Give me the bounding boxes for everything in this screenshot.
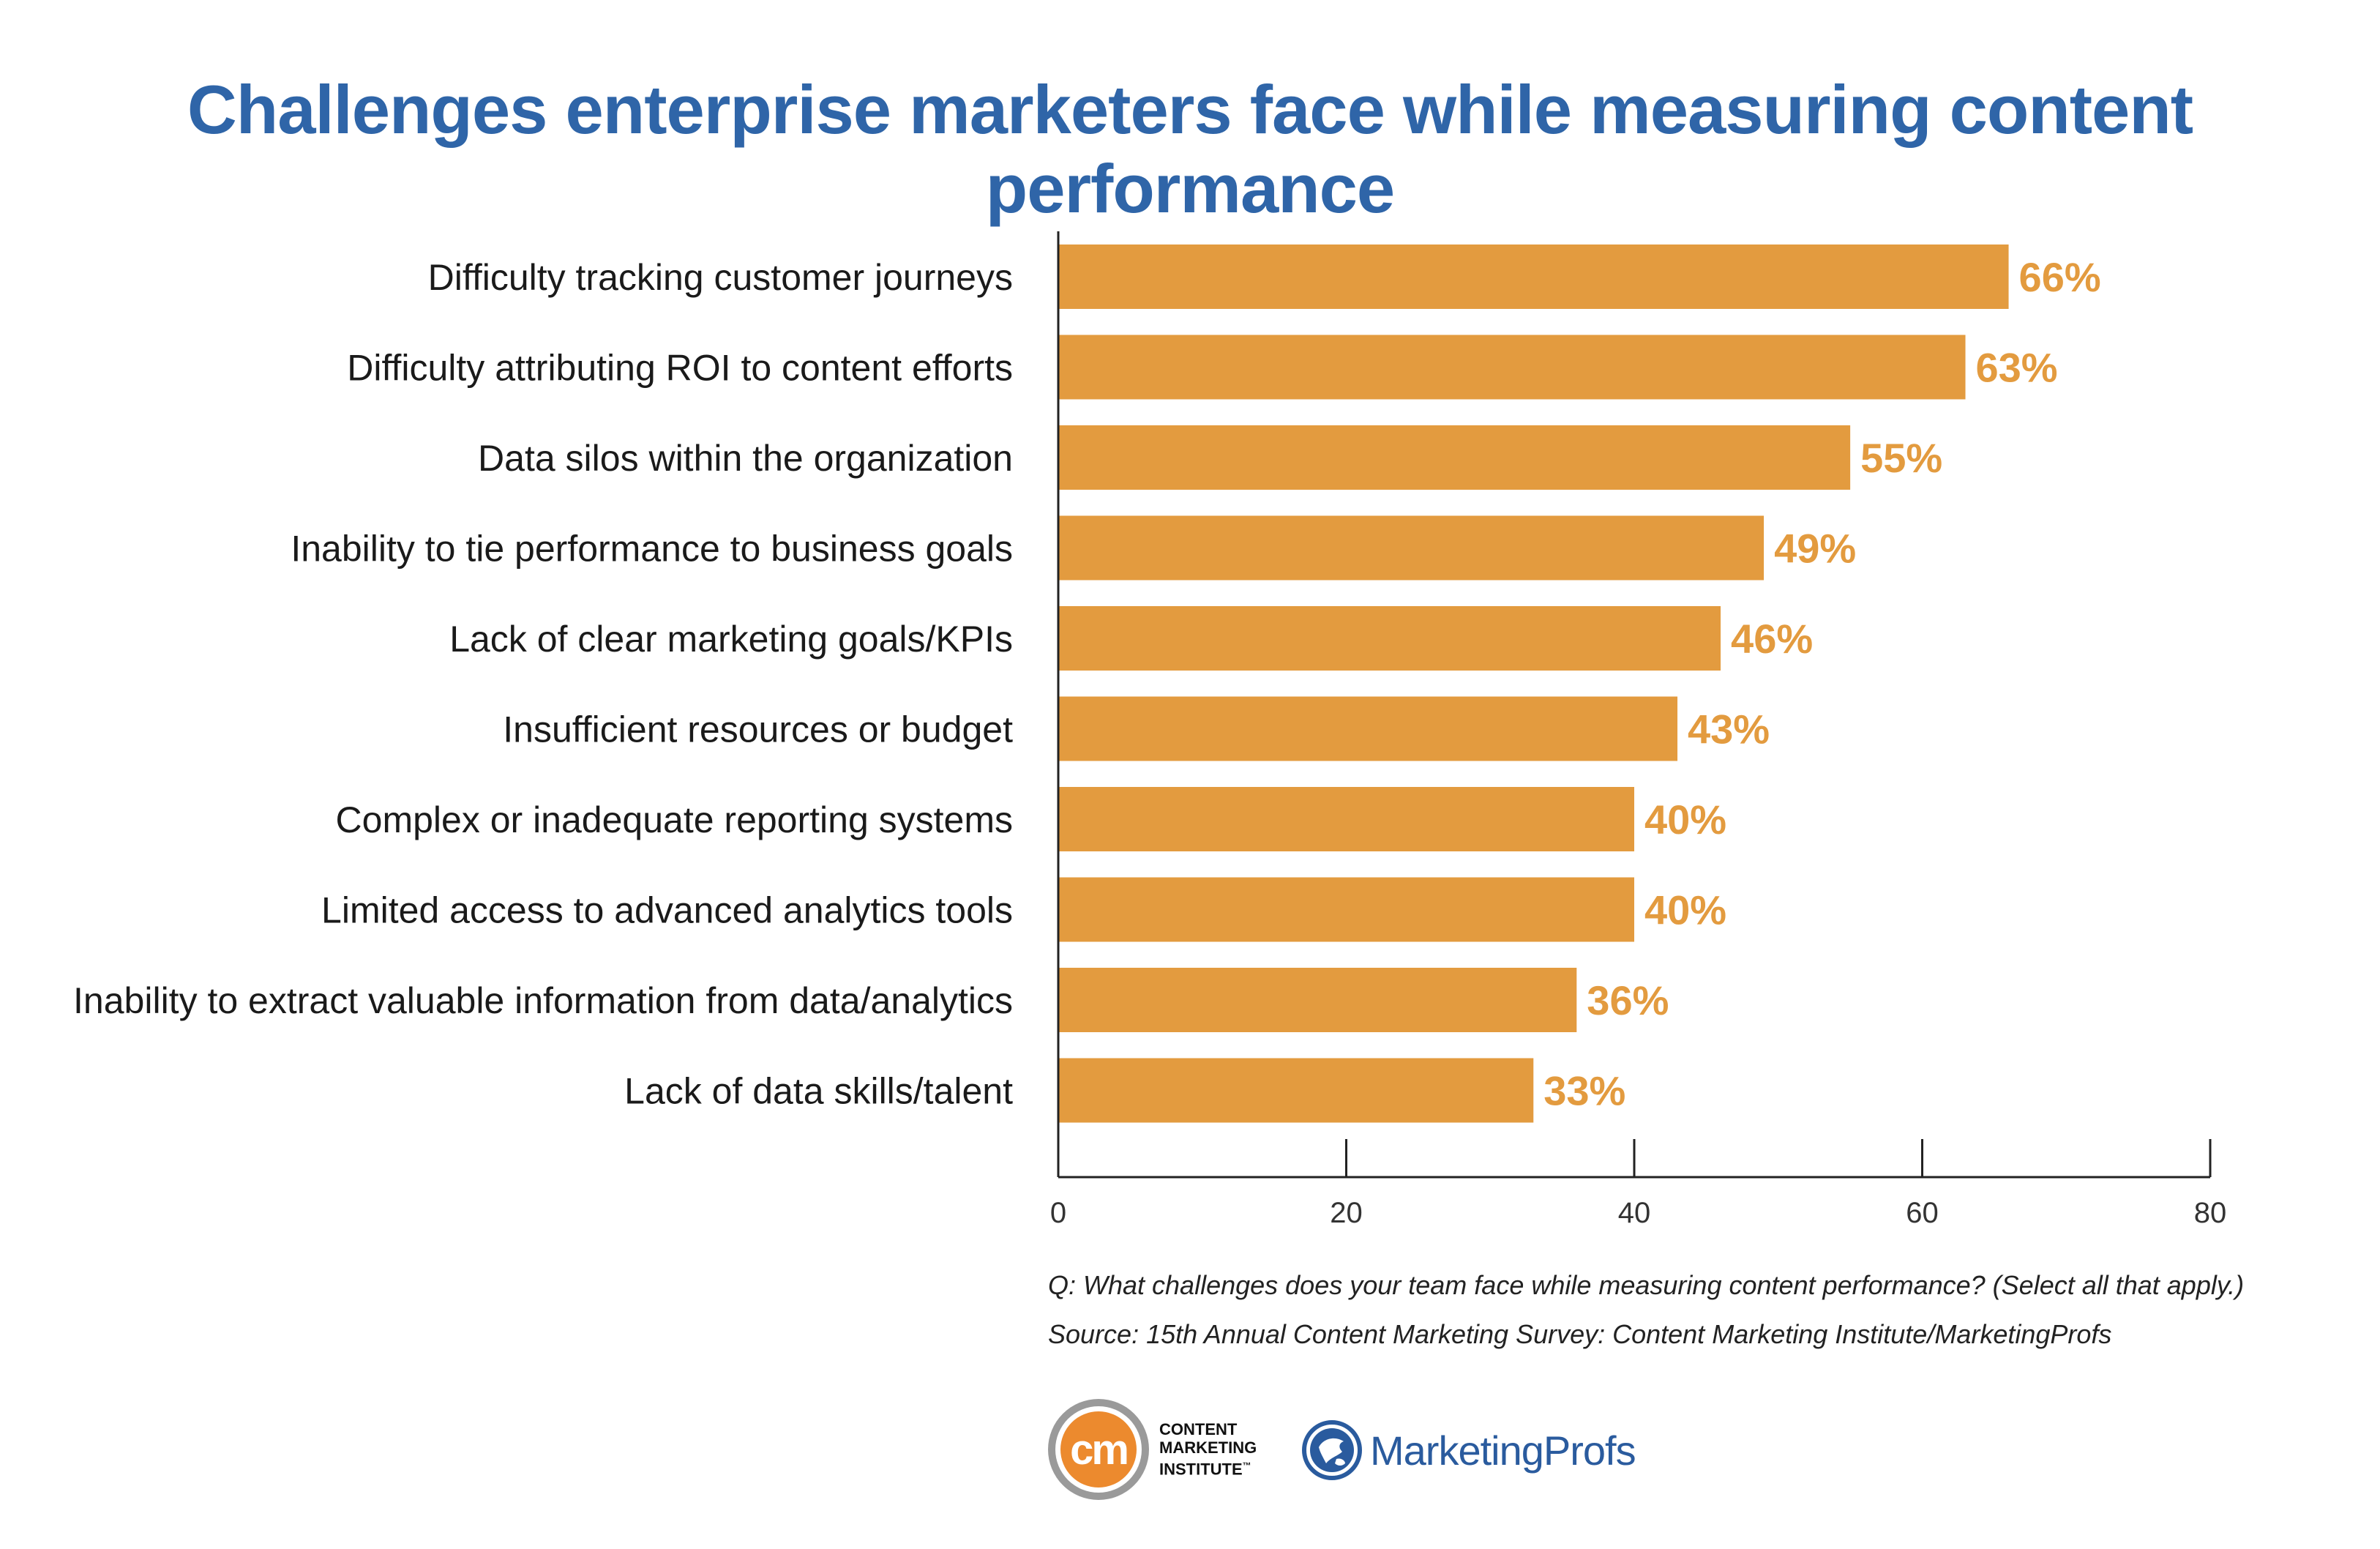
value-label-3: 55% <box>1860 435 1942 481</box>
bar-5 <box>1058 606 1721 671</box>
cmi-line-3: INSTITUTE <box>1159 1460 1243 1479</box>
trademark-mark: ™ <box>1242 1460 1251 1471</box>
globe-icon <box>1301 1419 1363 1481</box>
value-label-1: 66% <box>2019 254 2101 300</box>
category-label-10: Lack of data skills/talent <box>624 1071 1013 1112</box>
value-label-8: 40% <box>1644 887 1726 933</box>
value-labels: 66% 63% 55%49% 46% 43% 40% 40% 36% 33% <box>1543 254 2100 1114</box>
bar-8 <box>1058 877 1634 942</box>
category-label-9: Inability to extract valuable informatio… <box>73 980 1013 1021</box>
x-tick-label-40: 40 <box>1618 1197 1651 1229</box>
category-label-8: Limited access to advanced analytics too… <box>321 890 1013 931</box>
x-tick-label-80: 80 <box>2194 1197 2227 1229</box>
source-note: Source: 15th Annual Content Marketing Su… <box>1048 1319 2112 1349</box>
bar-4 <box>1058 515 1765 581</box>
chart-title: Challenges enterprise marketers face whi… <box>187 71 2193 227</box>
value-label-2: 63% <box>1976 345 2058 391</box>
axes: 0 20 40 60 80 <box>1050 231 2226 1229</box>
cmi-line-1: CONTENT <box>1159 1420 1238 1439</box>
value-label-6: 43% <box>1688 706 1770 753</box>
bar-7 <box>1058 787 1634 851</box>
marketingprofs-wordmark: MarketingProfs <box>1370 1427 1636 1474</box>
survey-question-note: Q: What challenges does your team face w… <box>1048 1270 2245 1300</box>
value-label-5: 46% <box>1731 616 1813 662</box>
category-labels: Difficulty tracking customer journeys Dif… <box>73 257 1013 1112</box>
bar-1 <box>1058 245 2009 309</box>
cmi-wordmark: CONTENT MARKETING INSTITUTE™ <box>1159 1420 1257 1478</box>
category-label-7: Complex or inadequate reporting systems <box>336 799 1013 840</box>
bar-10 <box>1058 1058 1534 1123</box>
marketingprofs-logo: MarketingProfs <box>1301 1417 1636 1483</box>
category-label-1: Difficulty tracking customer journeys <box>428 257 1013 298</box>
category-label-6: Insufficient resources or budget <box>503 709 1013 750</box>
bar-chart: Difficulty tracking customer journeys Dif… <box>73 231 2226 1229</box>
category-label-5: Lack of clear marketing goals/KPIs <box>449 619 1013 660</box>
x-tick-label-20: 20 <box>1330 1197 1363 1229</box>
cmi-line-2: MARKETING <box>1159 1438 1257 1457</box>
category-label-4: Inability to tie performance to business… <box>291 529 1013 570</box>
category-label-3: Data silos within the organization <box>478 438 1013 479</box>
value-label-7: 40% <box>1644 796 1726 843</box>
value-label-9: 36% <box>1587 977 1669 1023</box>
bar-2 <box>1058 335 1966 400</box>
bars <box>1058 245 2009 1123</box>
bar-3 <box>1058 425 1851 490</box>
content-marketing-institute-logo: cm CONTENT MARKETING INSTITUTE™ <box>1048 1395 1257 1504</box>
cmi-monogram: cm <box>1060 1411 1137 1488</box>
category-label-2: Difficulty attributing ROI to content ef… <box>347 348 1013 389</box>
bar-9 <box>1058 968 1577 1032</box>
bar-6 <box>1058 696 1678 761</box>
x-tick-label-0: 0 <box>1050 1197 1066 1229</box>
value-label-10: 33% <box>1543 1068 1625 1114</box>
cmi-badge-icon: cm <box>1048 1399 1149 1500</box>
x-tick-label-60: 60 <box>1906 1197 1939 1229</box>
value-label-4: 49% <box>1774 526 1856 572</box>
